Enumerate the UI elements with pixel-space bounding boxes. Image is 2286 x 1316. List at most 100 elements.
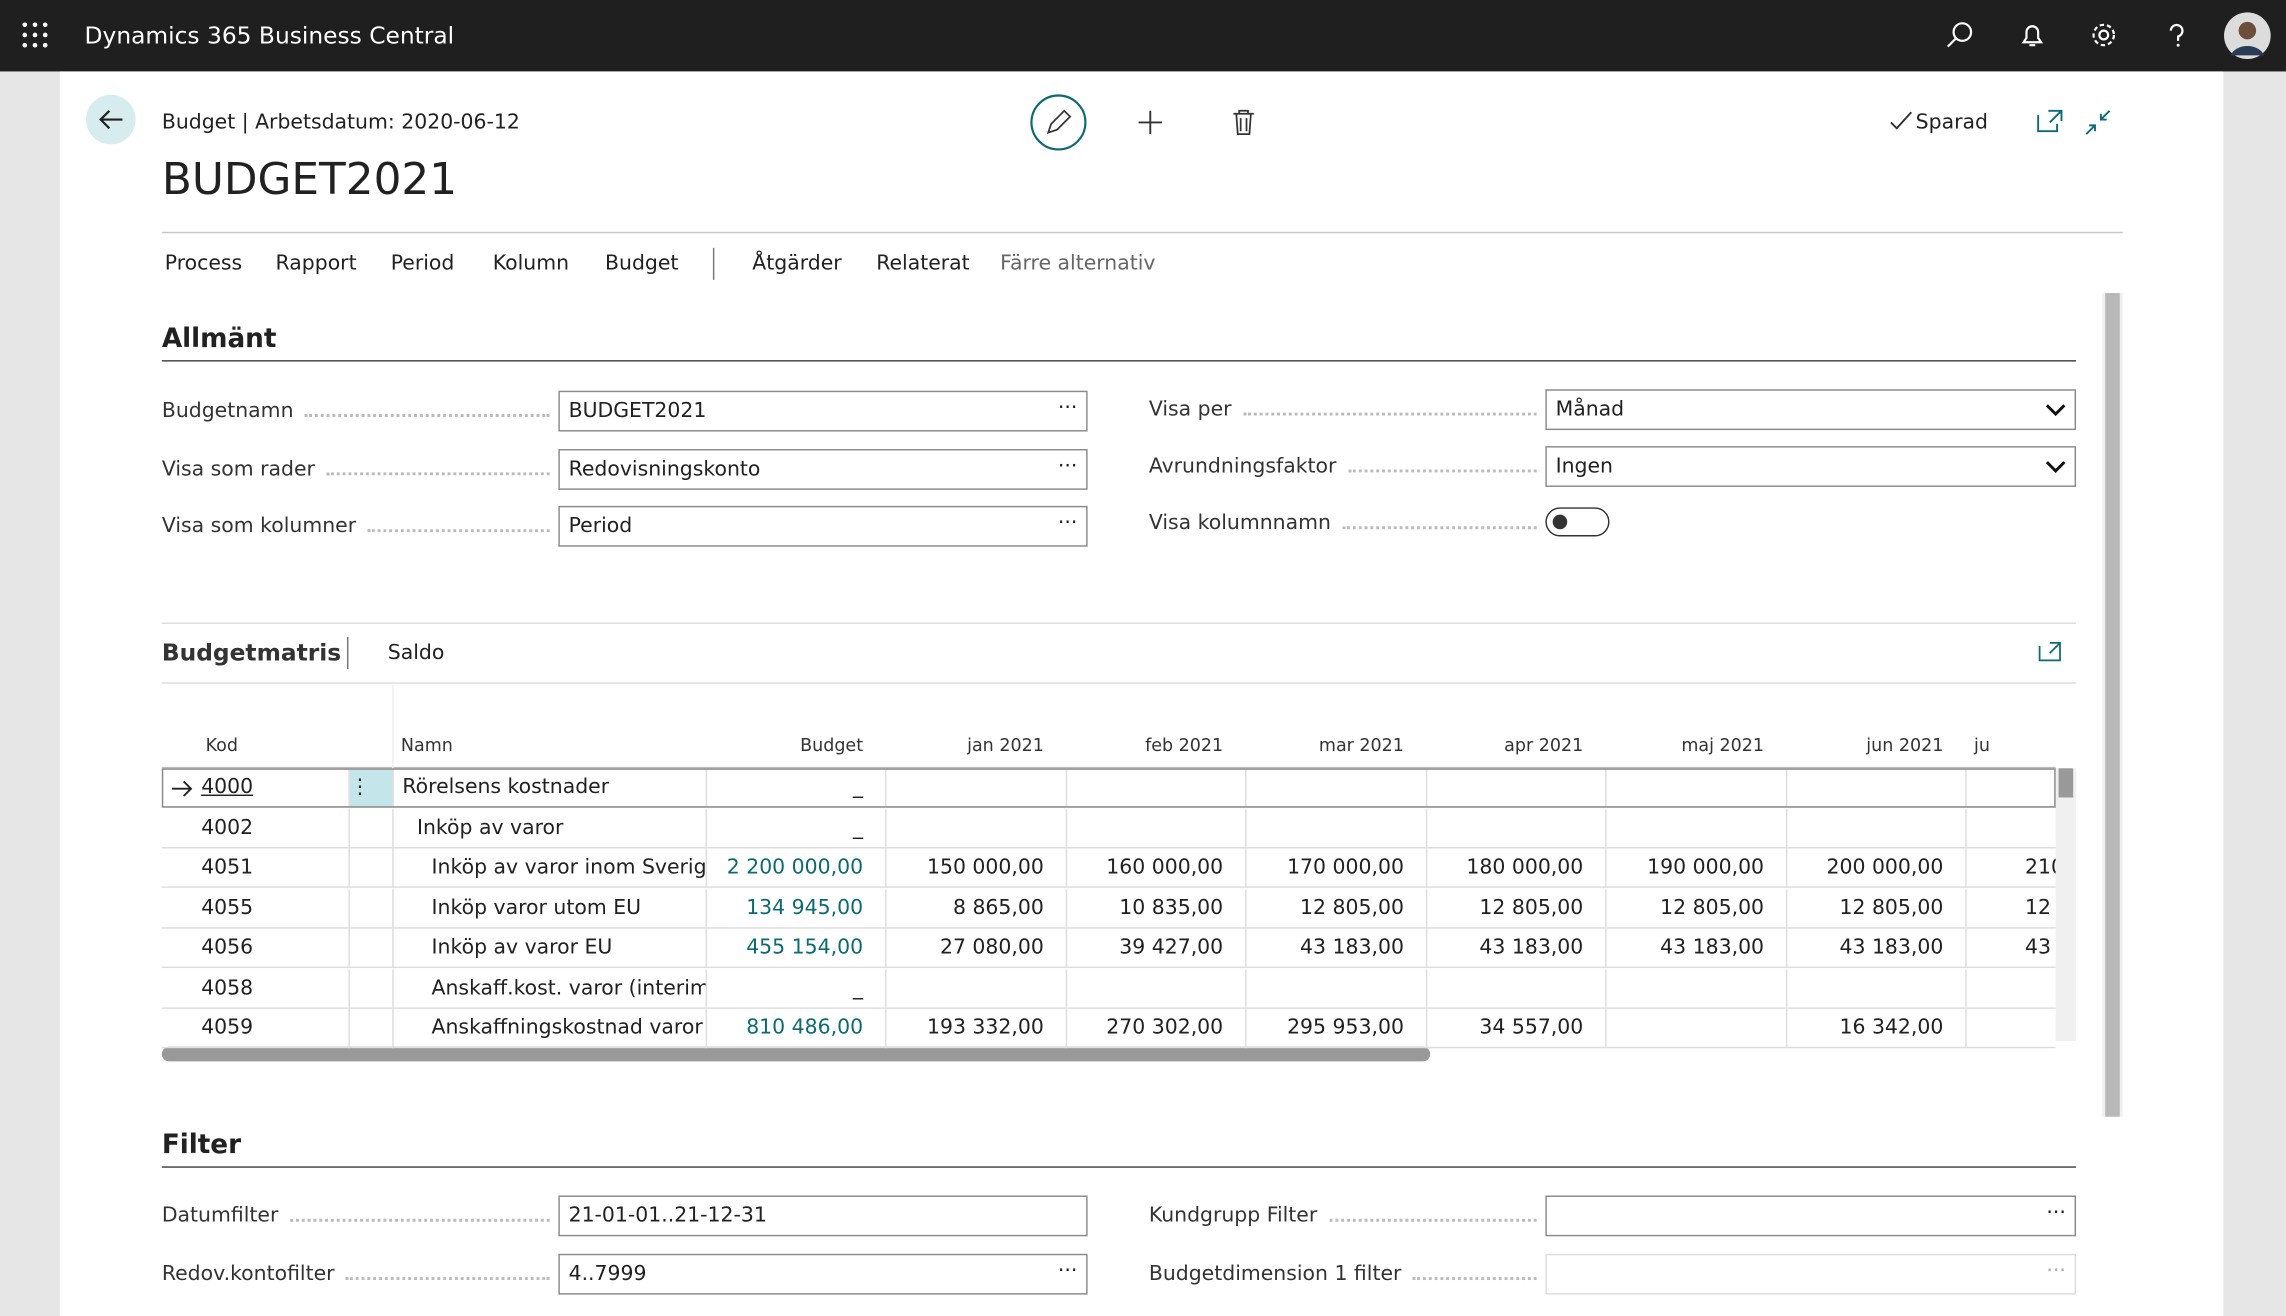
grid-cell[interactable]: 810 486,00 xyxy=(707,1008,887,1049)
col-divider xyxy=(392,685,394,769)
input[interactable]: ··· xyxy=(1545,1195,2077,1237)
grid-cell: _ xyxy=(707,768,887,808)
field-value: 21-01-01..21-12-31 xyxy=(568,1204,767,1228)
back-button[interactable] xyxy=(85,93,137,145)
menu-item[interactable]: Budget xyxy=(605,252,679,276)
menu-item[interactable]: Kolumn xyxy=(492,252,570,276)
grid-cell xyxy=(1966,1009,2056,1049)
lookup[interactable]: ··· xyxy=(2046,1201,2066,1225)
lookup[interactable]: ··· xyxy=(1057,396,1078,420)
grid-cell: _ xyxy=(707,968,887,1009)
lookup[interactable]: ··· xyxy=(1057,511,1078,536)
grid-cell xyxy=(1067,768,1247,808)
grid-cell[interactable]: 134 945,00 xyxy=(707,888,887,928)
grid-cell: 200 000,00 xyxy=(1787,848,1967,888)
field-value: 4..7999 xyxy=(568,1262,647,1286)
field-label: Budgetnamn xyxy=(161,399,294,423)
matrix-tab[interactable]: Saldo xyxy=(387,641,445,665)
row-menu-cell xyxy=(349,888,394,928)
grid-cell xyxy=(1606,1008,1788,1049)
settings-icon[interactable] xyxy=(2089,20,2118,49)
menu-item[interactable]: Rapport xyxy=(275,252,357,276)
chevron[interactable] xyxy=(2045,448,2066,492)
separator xyxy=(346,637,349,670)
grid-cell: 270 302,00 xyxy=(1067,1008,1247,1049)
menu-item[interactable]: Period xyxy=(390,252,455,276)
page-title: BUDGET2021 xyxy=(161,154,458,206)
column-header: maj 2021 xyxy=(1681,734,1765,756)
avatar[interactable] xyxy=(2223,12,2271,60)
lookup[interactable]: ··· xyxy=(1057,454,1078,479)
dropdown[interactable]: Månad xyxy=(1545,389,2077,431)
code-cell: 4058 xyxy=(161,968,350,1009)
grid-cell: Inköp av varor inom Sverige xyxy=(393,848,708,888)
code-cell: 4056 xyxy=(161,928,350,969)
input[interactable]: Period ··· xyxy=(558,505,1088,547)
edit-button[interactable] xyxy=(1029,93,1087,151)
section-rule xyxy=(161,1166,2077,1168)
input[interactable]: 4..7999 ··· xyxy=(558,1253,1088,1295)
divider xyxy=(161,682,2077,684)
leader-dots xyxy=(1342,526,1537,530)
grid-cell: 180 000,00 xyxy=(1427,848,1607,888)
app-title: Dynamics 365 Business Central xyxy=(84,21,455,50)
field-value: Period xyxy=(568,514,633,538)
grid-cell[interactable]: 2 200 000,00 xyxy=(707,848,887,888)
grid-cell xyxy=(1966,768,2056,808)
help-icon[interactable] xyxy=(2162,20,2191,49)
input[interactable]: BUDGET2021 ··· xyxy=(558,390,1088,432)
lookup[interactable]: ··· xyxy=(2046,1259,2066,1283)
field-value: Ingen xyxy=(1555,454,1613,479)
bell-icon[interactable] xyxy=(2018,20,2047,49)
grid-cell: 160 000,00 xyxy=(1067,848,1247,888)
grid-cell: 43 183,00 xyxy=(1787,928,1967,969)
leader-dots xyxy=(345,1277,550,1281)
field-label: Avrundningsfaktor xyxy=(1148,454,1337,479)
grid-vscroll xyxy=(2055,768,2077,1041)
saved-status: Sparad xyxy=(1915,110,1988,135)
field-value: Redovisningskonto xyxy=(568,457,761,482)
breadcrumb: Budget | Arbetsdatum: 2020-06-12 xyxy=(161,110,520,135)
grid-cell: Anskaffningskostnad varor xyxy=(393,1008,708,1049)
menu-separator xyxy=(712,247,715,280)
grid-cell: 27 080,00 xyxy=(886,928,1068,969)
input[interactable]: Redovisningskonto ··· xyxy=(558,449,1088,490)
grid-cell xyxy=(1246,768,1428,808)
grid-cell xyxy=(1966,969,2056,1009)
grid-cell: 12 805,00 xyxy=(1787,888,1967,928)
menu-item[interactable]: Relaterat xyxy=(876,252,970,276)
input[interactable]: ··· xyxy=(1545,1253,2077,1295)
open-new-window[interactable] xyxy=(2037,109,2063,133)
chevron[interactable] xyxy=(2045,391,2066,435)
grid-cell: Inköp varor utom EU xyxy=(393,888,708,928)
grid-cell: 8 865,00 xyxy=(886,888,1068,928)
grid-cell: Anskaff.kost. varor (interim) xyxy=(393,968,708,1009)
lookup[interactable]: ··· xyxy=(1057,1259,1078,1283)
grid-cell: 12 805,00 xyxy=(1606,888,1788,928)
input[interactable]: 21-01-01..21-12-31 xyxy=(558,1195,1088,1237)
leader-dots xyxy=(1348,469,1537,473)
matrix-heading: Budgetmatris xyxy=(161,638,342,667)
app-launcher[interactable] xyxy=(22,22,48,48)
row-menu-cell xyxy=(349,848,394,888)
grid-cell[interactable]: 455 154,00 xyxy=(707,928,887,969)
menu-item[interactable]: Färre alternativ xyxy=(1000,252,1156,276)
dropdown[interactable]: Ingen xyxy=(1545,446,2077,487)
toggle[interactable] xyxy=(1545,507,1610,537)
search-icon[interactable] xyxy=(1945,20,1974,49)
menu-item[interactable]: Process xyxy=(164,252,243,276)
new-button[interactable] xyxy=(1136,108,1165,137)
grid-cell: 210 xyxy=(1966,848,2056,888)
grid-cell: 43 183,00 xyxy=(1427,928,1607,969)
menu-item[interactable]: Åtgärder xyxy=(752,252,842,276)
saved-check xyxy=(1890,111,1913,130)
row-menu-cell xyxy=(349,968,394,1009)
grid-cell xyxy=(1427,808,1607,848)
row-menu-cell[interactable]: ⋮ xyxy=(349,768,394,808)
column-header: Kod xyxy=(205,734,238,756)
collapse-button[interactable] xyxy=(2085,109,2111,135)
expand-matrix[interactable] xyxy=(2038,641,2061,662)
delete-button[interactable] xyxy=(1230,108,1256,137)
field-label: Visa som rader xyxy=(161,457,315,482)
leader-dots xyxy=(1243,412,1537,416)
